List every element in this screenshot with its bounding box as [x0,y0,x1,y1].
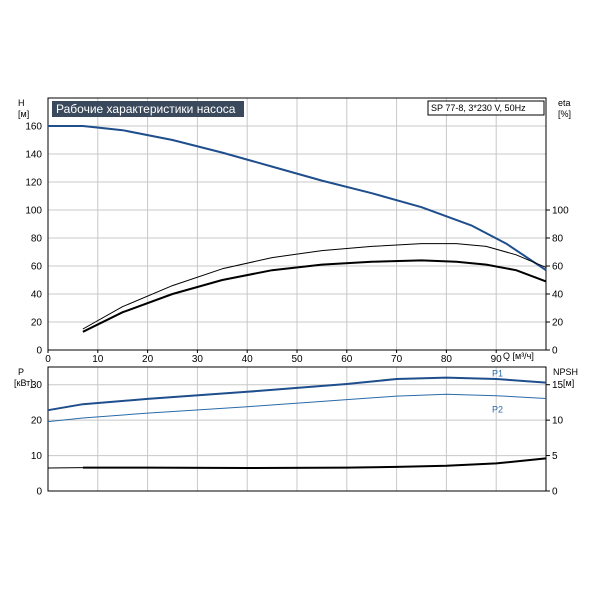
lower-right-tick-label: 5 [552,451,558,462]
upper-x-ticks: 0 10 20 30 40 50 60 70 80 90 [45,350,502,365]
lower-series-line-0 [47,376,547,412]
x-axis-label-Q: Q [м³/ч] [503,351,534,361]
series-label-p1: P1 [492,369,503,379]
upper-left-tick-label: 20 [31,318,43,329]
left-axis-label-P: P [18,367,24,377]
lower-left-tick-label: 0 [36,487,42,498]
upper-series-line-2 [82,259,547,333]
upper-series [48,125,547,333]
lower-left-tick-label: 10 [31,451,43,462]
upper-right-ticks: 0 20 40 60 80 100 [546,206,569,357]
upper-x-tick-label: 10 [92,354,104,365]
lower-left-ticks: 0 10 20 30 [31,380,43,497]
upper-right-tick-label: 100 [552,206,569,217]
upper-left-tick-label: 120 [25,178,42,189]
title-box [52,101,244,117]
upper-right-tick-label: 40 [552,290,564,301]
upper-right-tick-label: 80 [552,234,564,245]
upper-left-tick-label: 80 [31,234,43,245]
upper-series-line-1 [82,243,547,330]
upper-x-tick-label: 0 [45,354,51,365]
upper-left-tick-label: 100 [25,206,42,217]
upper-x-tick-label: 80 [441,354,453,365]
upper-right-tick-label: 20 [552,318,564,329]
lower-right-tick-label: 15 [552,380,564,391]
lower-series [47,376,547,469]
upper-grid [48,98,546,350]
lower-right-ticks: 0 5 10 15 [546,380,564,498]
upper-x-tick-label: 70 [391,354,403,365]
lower-panel: P [кВт] NPSH [м] 0 10 20 30 0 5 10 15 P1 P2 [14,366,578,498]
upper-left-tick-label: 60 [31,262,43,273]
upper-x-tick-label: 50 [291,354,303,365]
lower-series-line-1 [47,393,547,423]
upper-x-tick-label: 30 [192,354,204,365]
lower-right-tick-label: 0 [552,487,558,498]
lower-right-tick-label: 10 [552,416,564,427]
lower-left-tick-label: 30 [31,380,43,391]
left-axis-unit-m: [м] [18,109,29,119]
lower-left-tick-label: 20 [31,416,43,427]
right-axis-label-NPSH: NPSH [553,367,578,377]
model-label: SP 77-8, 3*230 V, 50Hz [431,103,526,113]
right-axis-unit-m: [м] [563,378,574,388]
upper-x-tick-label: 20 [142,354,154,365]
upper-left-tick-label: 0 [36,346,42,357]
upper-panel: Рабочие характеристики насоса SP 77-8, 3… [18,97,571,365]
left-axis-unit-kw: [кВт] [14,378,33,388]
upper-right-tick-label: 60 [552,262,564,273]
upper-x-tick-label: 60 [341,354,353,365]
upper-left-tick-label: 40 [31,290,43,301]
upper-left-tick-label: 160 [25,122,42,133]
lower-plot-frame [47,366,547,492]
chart-title: Рабочие характеристики насоса [56,102,236,116]
lower-grid [48,367,546,491]
right-axis-label-eta: eta [558,98,571,108]
upper-left-tick-label: 140 [25,150,42,161]
upper-x-tick-label: 90 [491,354,503,365]
series-label-p2: P2 [492,405,503,415]
upper-left-ticks: 0 20 40 60 80 100 120 140 160 [25,122,42,357]
upper-series-line-0 [48,125,547,272]
lower-series-line-3 [82,457,547,469]
model-box [427,100,545,116]
upper-right-tick-label: 0 [552,346,558,357]
lower-series-labels: P1 P2 [492,369,503,415]
left-axis-label-H: H [18,98,25,108]
upper-x-tick-label: 40 [242,354,254,365]
right-axis-unit-pct: [%] [558,109,571,119]
